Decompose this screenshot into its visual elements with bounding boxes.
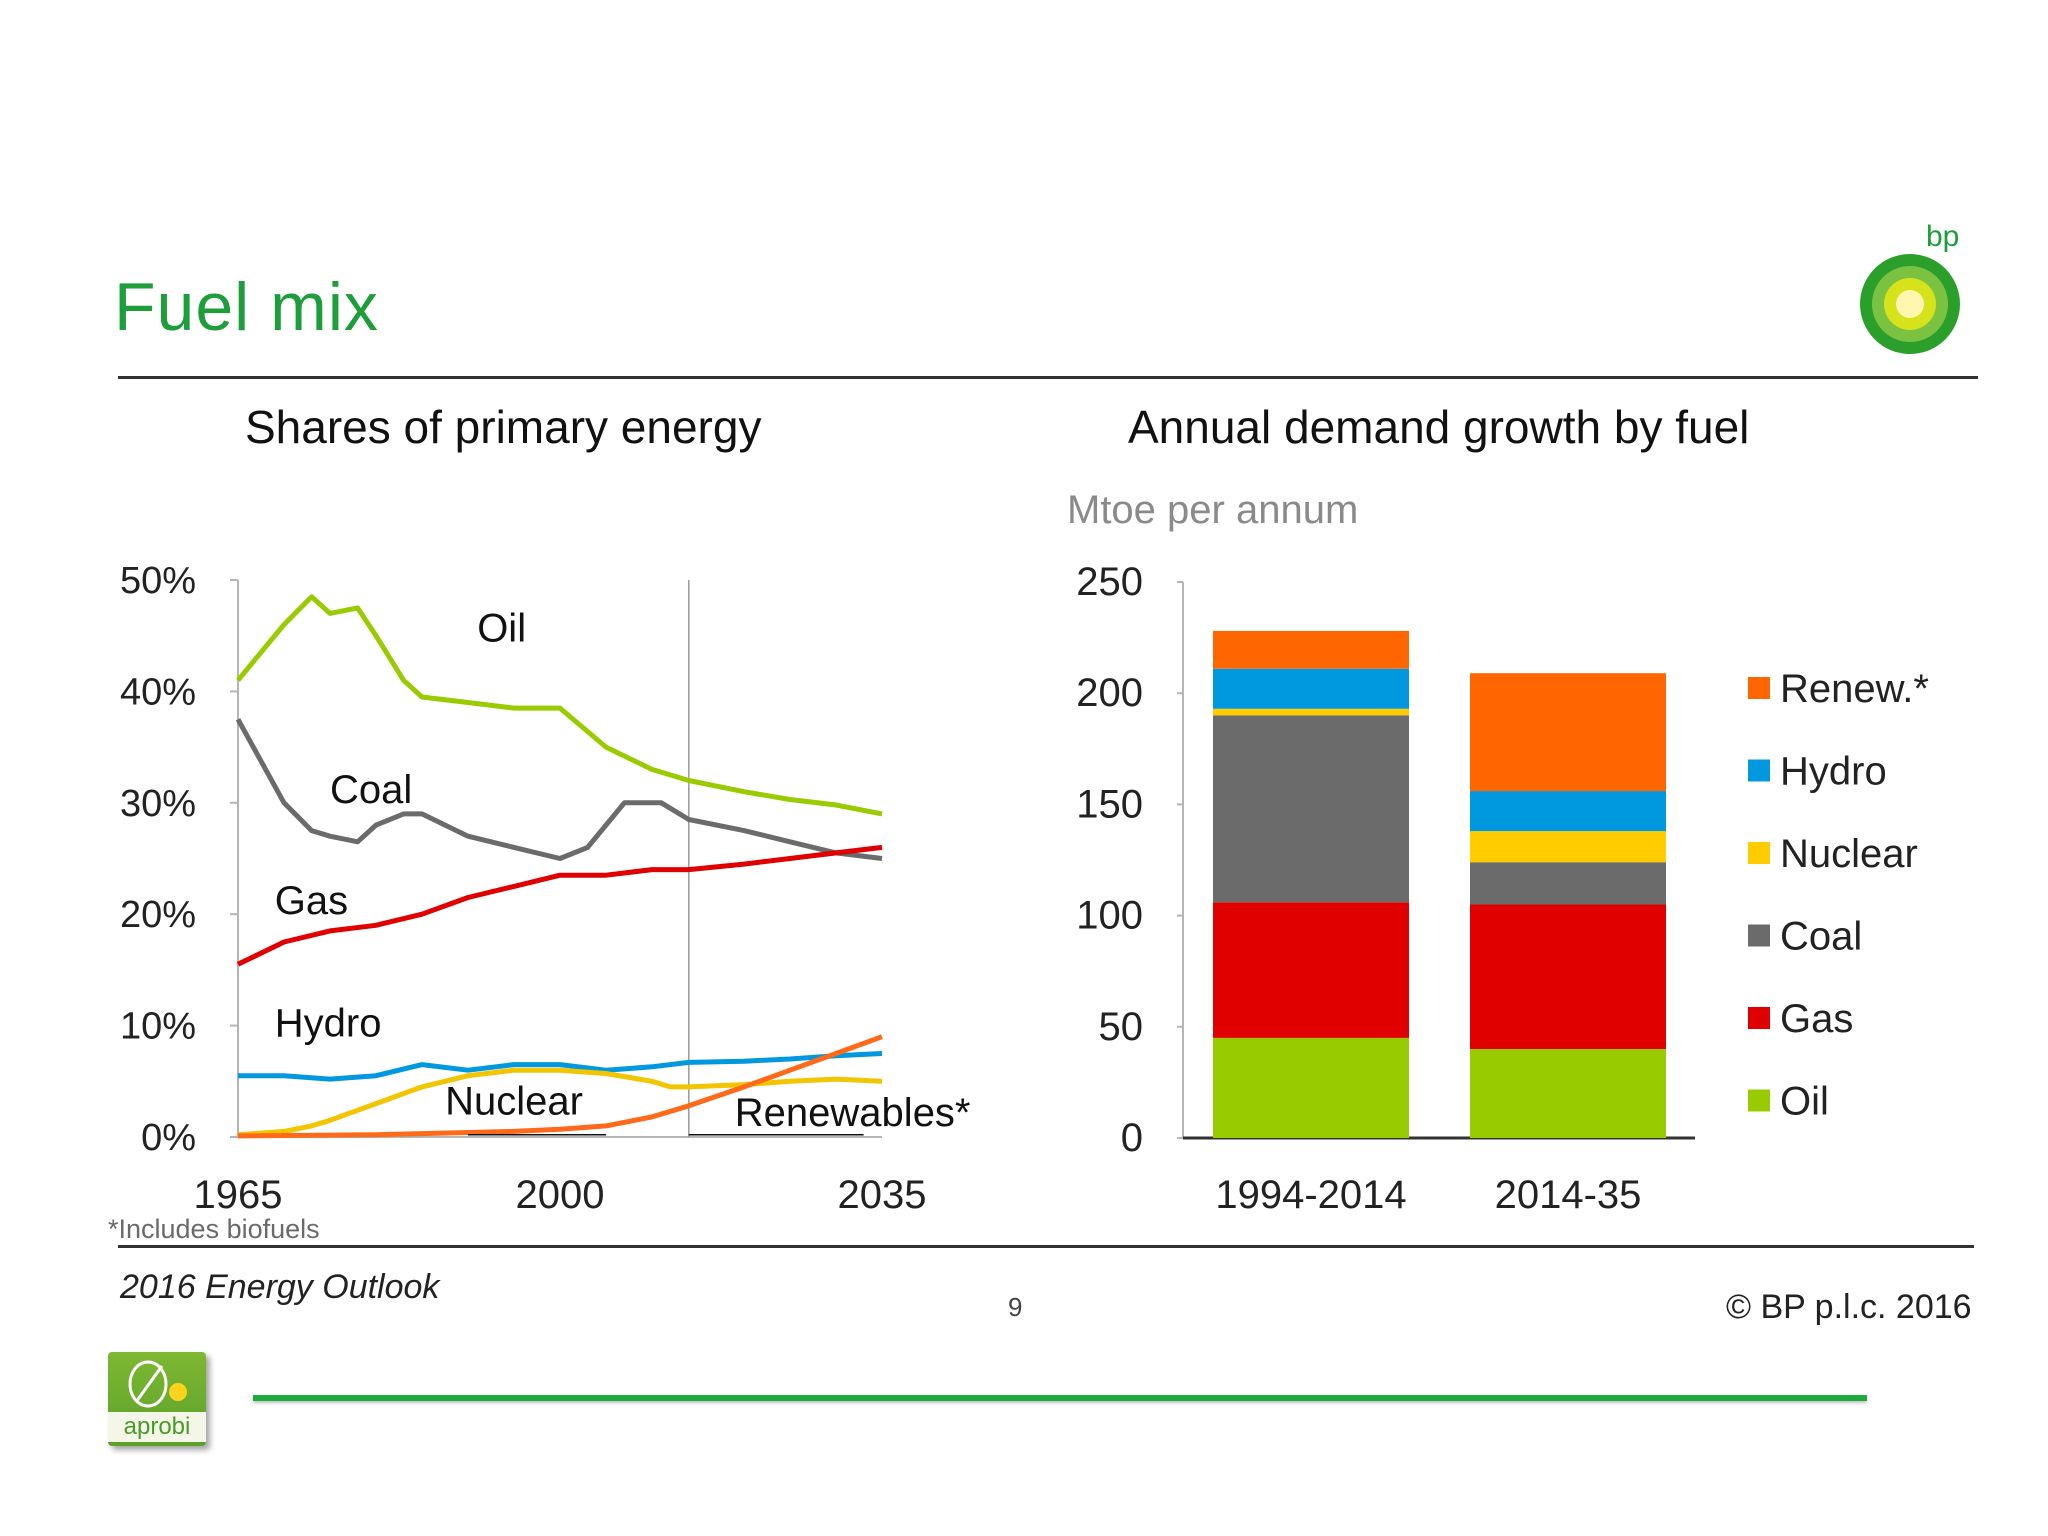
line-chart-x-tick-label: 2000	[516, 1173, 605, 1217]
bar-chart-x-tick-label: 2014-35	[1495, 1173, 1642, 1217]
bottom-rule	[118, 1245, 1974, 1248]
legend-swatch-nuclear	[1748, 842, 1770, 864]
series-label-hydro: Hydro	[275, 1002, 382, 1046]
line-chart-x-tick-label: 2035	[838, 1173, 927, 1217]
series-label-coal: Coal	[330, 768, 412, 812]
bar-chart-x-tick-label: 1994-2014	[1215, 1173, 1406, 1217]
line-chart-x-tick-label: 1965	[194, 1173, 283, 1217]
line-chart-y-tick-label: 0%	[141, 1117, 196, 1159]
legend-label-renew: Renew.*	[1780, 667, 1929, 711]
series-label-nuclear: Nuclear	[445, 1080, 583, 1124]
legend-label-oil: Oil	[1780, 1080, 1829, 1124]
bar-segment-oil	[1213, 1037, 1409, 1138]
series-line-oil	[236, 594, 883, 817]
line-chart-y-tick-label: 20%	[120, 894, 196, 936]
bar-segment-oil	[1470, 1049, 1666, 1138]
legend-label-nuclear: Nuclear	[1780, 832, 1918, 876]
footer-green-line	[253, 1395, 1867, 1401]
line-chart-y-tick-label: 50%	[120, 560, 196, 602]
bar-segment-coal	[1213, 715, 1409, 903]
legend-swatch-hydro	[1748, 759, 1770, 782]
bar-segment-nuclear	[1213, 708, 1409, 716]
bar-chart-y-tick-label: 200	[1076, 671, 1143, 715]
series-label-renewables: Renewables*	[735, 1091, 971, 1135]
bar-segment-coal	[1470, 862, 1666, 905]
legend-swatch-oil	[1748, 1089, 1770, 1112]
legend-swatch-coal	[1748, 924, 1770, 947]
bar-chart-y-tick-label: 100	[1076, 894, 1143, 938]
bar-segment-renew	[1213, 630, 1409, 669]
series-label-oil: Oil	[477, 606, 526, 650]
bar-chart-y-tick-label: 150	[1076, 782, 1143, 826]
line-chart-y-tick-label: 30%	[120, 783, 196, 825]
aprobi-label: aprobi	[108, 1412, 206, 1442]
line-chart-y-tick-label: 10%	[120, 1006, 196, 1048]
series-line-hydro	[238, 1051, 883, 1082]
legend-label-gas: Gas	[1780, 997, 1853, 1041]
series-line-coal	[235, 718, 883, 861]
bar-segment-renew	[1470, 673, 1666, 792]
line-chart-y-tick-label: 40%	[120, 671, 196, 713]
legend-swatch-renew	[1748, 677, 1770, 699]
series-line-gas	[236, 844, 883, 967]
bp-logo-text: bp	[1926, 220, 1959, 253]
bar-segment-gas	[1470, 904, 1666, 1050]
copyright: © BP p.l.c. 2016	[1726, 1288, 1972, 1326]
legend-label-coal: Coal	[1780, 915, 1862, 959]
aprobi-logo: aprobi	[108, 1352, 206, 1446]
bar-segment-hydro	[1213, 668, 1409, 709]
bar-segment-gas	[1213, 902, 1409, 1038]
bar-segment-hydro	[1470, 791, 1666, 832]
bar-chart-y-tick-label: 0	[1121, 1116, 1143, 1160]
leaf-icon	[128, 1360, 187, 1408]
left-chart-title: Shares of primary energy	[245, 401, 762, 453]
series-line-renewables	[237, 1034, 883, 1139]
right-chart-unit: Mtoe per annum	[1067, 488, 1359, 532]
series-label-gas: Gas	[275, 879, 348, 923]
footnote: *Includes biofuels	[108, 1214, 320, 1244]
legend-swatch-gas	[1748, 1007, 1770, 1029]
bar-chart-y-tick-label: 50	[1099, 1005, 1144, 1049]
legend-label-hydro: Hydro	[1780, 750, 1887, 794]
bp-logo: bp	[1858, 216, 1966, 356]
right-chart-title: Annual demand growth by fuel	[1128, 401, 1750, 453]
slide-title: Fuel mix	[114, 269, 379, 345]
bar-chart-y-tick-label: 250	[1076, 560, 1143, 604]
page-number: 9	[1008, 1292, 1023, 1322]
top-rule	[118, 376, 1978, 379]
bar-segment-nuclear	[1470, 831, 1666, 863]
publication-name: 2016 Energy Outlook	[120, 1268, 440, 1306]
